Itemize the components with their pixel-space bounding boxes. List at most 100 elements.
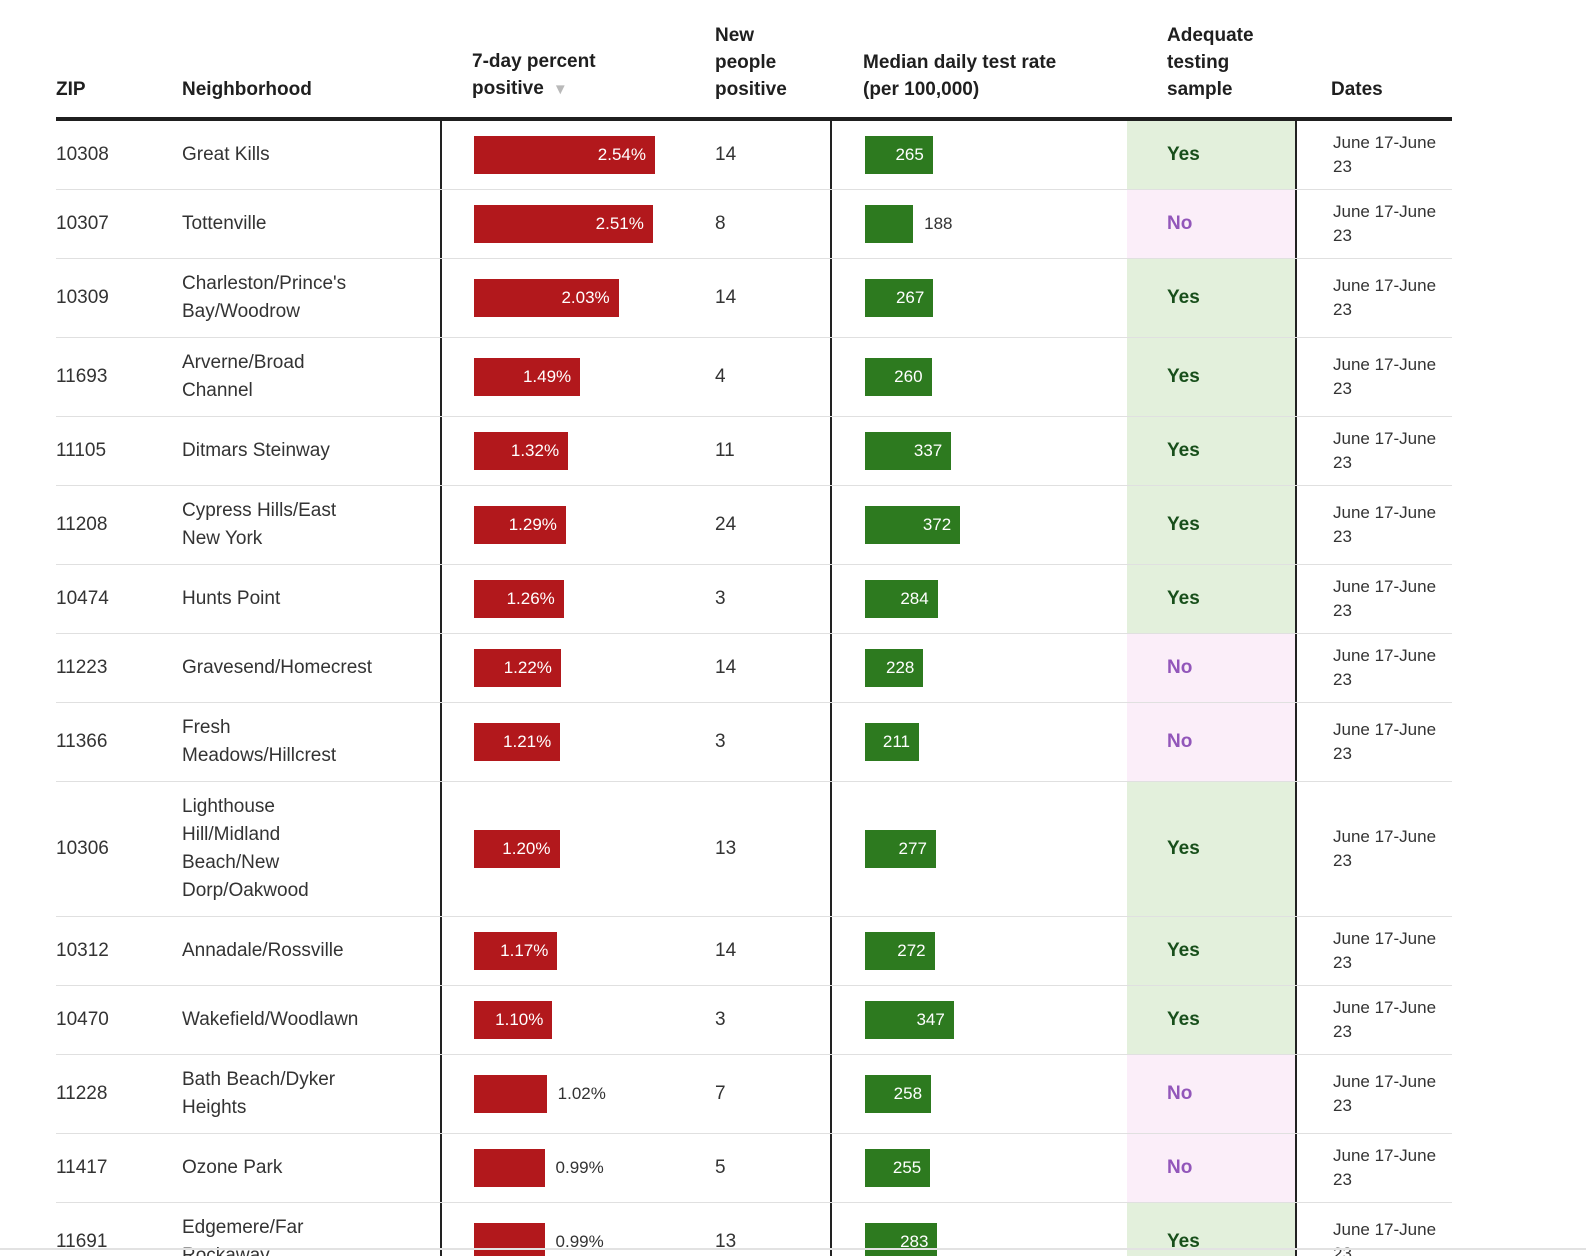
test-rate-cell: 283 283 xyxy=(830,1203,1127,1256)
neighborhood-value: Wakefield/Woodlawn xyxy=(182,1009,359,1030)
test-rate-value: 337 xyxy=(913,441,943,460)
dates-cell: June 17-June 23 xyxy=(1295,1134,1452,1202)
adequate-sample-cell: Yes xyxy=(1127,986,1295,1054)
zip-cell: 10470 xyxy=(56,986,182,1054)
new-positive-cell: 5 xyxy=(702,1134,830,1202)
adequate-sample-value: Yes xyxy=(1167,287,1200,308)
adequate-sample-cell: No xyxy=(1127,190,1295,258)
column-header-adequate-sample[interactable]: Adequate testing sample xyxy=(1167,25,1254,100)
column-header-pct-positive[interactable]: 7-day percent positive ▼ xyxy=(440,48,702,117)
neighborhood-cell: Great Kills xyxy=(182,121,440,189)
test-rate-bar-group: 188 188 xyxy=(865,205,953,243)
pct-positive-bar: 1.26% xyxy=(474,580,564,618)
test-rate-bar: 283 xyxy=(865,1223,938,1256)
new-positive-cell: 3 xyxy=(702,565,830,633)
test-rate-bar: 260 xyxy=(865,358,932,396)
zip-value: 10470 xyxy=(56,1009,109,1030)
dates-value: June 17-June 23 xyxy=(1333,646,1437,689)
test-rate-cell: 347 347 xyxy=(830,986,1127,1054)
zip-value: 11208 xyxy=(56,514,108,535)
test-rate-bar-group: 228 228 xyxy=(865,649,924,687)
new-positive-value: 24 xyxy=(715,514,737,535)
column-header-zip[interactable]: ZIP xyxy=(56,79,86,100)
pct-positive-bar-group: 2.54% 2.54% xyxy=(474,136,655,174)
test-rate-cell: 211 211 xyxy=(830,703,1127,781)
test-rate-bar-group: 347 347 xyxy=(865,1001,954,1039)
pct-positive-value: 2.54% xyxy=(597,145,646,164)
neighborhood-value: Edgemere/Far Rockaway xyxy=(182,1217,304,1256)
dates-value: June 17-June 23 xyxy=(1333,276,1437,319)
test-rate-cell: 277 277 xyxy=(830,782,1127,916)
pct-positive-cell: 1.10% 1.10% xyxy=(440,986,702,1054)
neighborhood-cell: Arverne/Broad Channel xyxy=(182,338,440,416)
neighborhood-cell: Edgemere/Far Rockaway xyxy=(182,1203,440,1256)
column-header-new-positive[interactable]: New people positive xyxy=(715,25,787,100)
pct-positive-bar-group: 1.26% 1.26% xyxy=(474,580,564,618)
dates-cell: June 17-June 23 xyxy=(1295,338,1452,416)
adequate-sample-cell: Yes xyxy=(1127,417,1295,485)
test-rate-bar-group: 258 258 xyxy=(865,1075,932,1113)
new-positive-cell: 13 xyxy=(702,782,830,916)
dates-cell: June 17-June 23 xyxy=(1295,121,1452,189)
test-rate-value: 277 xyxy=(898,839,927,858)
adequate-sample-value: No xyxy=(1167,213,1193,234)
dates-cell: June 17-June 23 xyxy=(1295,782,1452,916)
zip-cell: 11105 xyxy=(56,417,182,485)
pct-positive-value: 1.17% xyxy=(500,941,549,960)
test-rate-bar: 272 xyxy=(865,932,935,970)
adequate-sample-cell: No xyxy=(1127,634,1295,702)
adequate-sample-value: No xyxy=(1167,1157,1193,1178)
pct-positive-value: 1.22% xyxy=(503,658,552,677)
adequate-sample-value: No xyxy=(1167,657,1193,678)
test-rate-bar-group: 265 265 xyxy=(865,136,933,174)
table-row: 11105 Ditmars Steinway 1.32% 1.32% 11 xyxy=(56,417,1452,486)
pct-positive-bar: 1.02% xyxy=(474,1075,547,1113)
neighborhood-value: Fresh Meadows/Hillcrest xyxy=(182,717,337,766)
test-rate-value-outside: 188 xyxy=(924,214,953,233)
new-positive-cell: 14 xyxy=(702,917,830,985)
table-row: 10306 Lighthouse Hill/Midland Beach/New … xyxy=(56,782,1452,917)
test-rate-bar: 265 xyxy=(865,136,933,174)
column-header-test-rate[interactable]: Median daily test rate (per 100,000) xyxy=(863,52,1057,100)
test-rate-value: 255 xyxy=(892,1158,922,1177)
pct-positive-value: 1.26% xyxy=(506,589,555,608)
pct-positive-bar: 1.20% xyxy=(474,830,560,868)
neighborhood-value: Gravesend/Homecrest xyxy=(182,657,373,678)
pct-positive-cell: 2.51% 2.51% xyxy=(440,190,702,258)
new-positive-cell: 14 xyxy=(702,121,830,189)
test-rate-cell: 372 372 xyxy=(830,486,1127,564)
adequate-sample-cell: Yes xyxy=(1127,565,1295,633)
adequate-sample-cell: No xyxy=(1127,703,1295,781)
new-positive-value: 13 xyxy=(715,838,737,859)
pct-positive-value: 1.21% xyxy=(503,732,552,751)
zip-cell: 11228 xyxy=(56,1055,182,1133)
test-rate-bar-group: 267 267 xyxy=(865,279,934,317)
new-positive-value: 3 xyxy=(715,1009,726,1030)
sort-descending-icon[interactable]: ▼ xyxy=(552,81,568,98)
new-positive-cell: 4 xyxy=(702,338,830,416)
test-rate-value: 284 xyxy=(900,589,929,608)
adequate-sample-value: Yes xyxy=(1167,440,1200,461)
dates-value: June 17-June 23 xyxy=(1333,202,1437,245)
pct-positive-bar-group: 1.32% 1.32% xyxy=(474,432,569,470)
adequate-sample-value: Yes xyxy=(1167,1009,1200,1030)
new-positive-value: 7 xyxy=(715,1083,726,1104)
column-header-dates[interactable]: Dates xyxy=(1331,79,1383,100)
test-rate-bar: 372 xyxy=(865,506,961,544)
pct-positive-bar: 1.32% xyxy=(474,432,569,470)
covid-zip-table: ZIP Neighborhood 7-day percent positive ▼… xyxy=(56,0,1452,1256)
zip-value: 10309 xyxy=(56,287,109,308)
zip-value: 11366 xyxy=(56,731,108,752)
adequate-sample-cell: Yes xyxy=(1127,1203,1295,1256)
adequate-sample-value: Yes xyxy=(1167,588,1200,609)
zip-cell: 11417 xyxy=(56,1134,182,1202)
new-positive-cell: 3 xyxy=(702,703,830,781)
adequate-sample-value: No xyxy=(1167,1083,1193,1104)
dates-value: June 17-June 23 xyxy=(1333,355,1437,398)
new-positive-value: 13 xyxy=(715,1231,737,1252)
table-row: 11691 Edgemere/Far Rockaway 0.99% 0.99% … xyxy=(56,1203,1452,1256)
test-rate-cell: 265 265 xyxy=(830,121,1127,189)
column-header-neighborhood[interactable]: Neighborhood xyxy=(182,79,312,100)
new-positive-value: 4 xyxy=(715,366,726,387)
zip-cell: 10474 xyxy=(56,565,182,633)
